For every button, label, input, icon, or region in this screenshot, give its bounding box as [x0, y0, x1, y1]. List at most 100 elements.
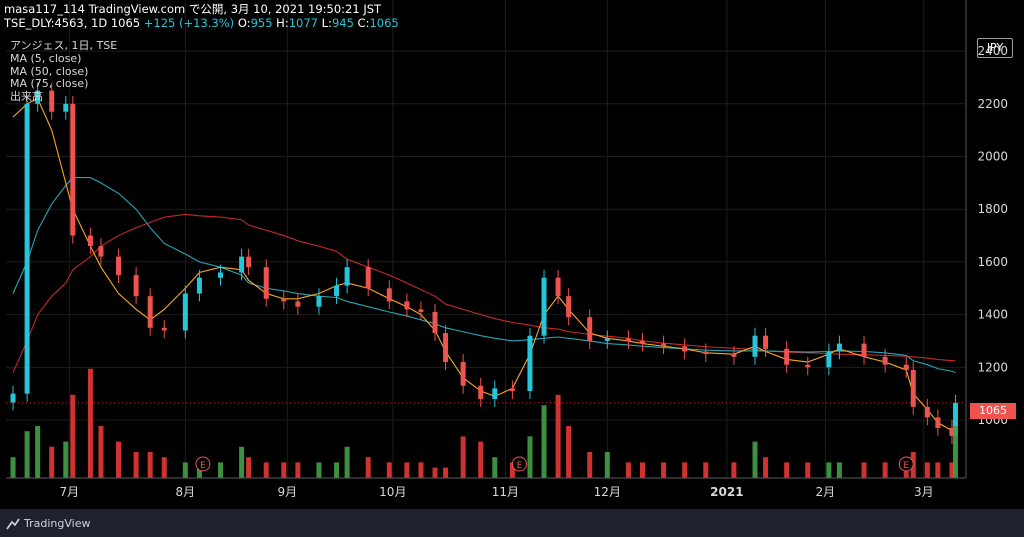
candle-body	[418, 309, 424, 312]
volume-bar	[492, 457, 498, 478]
volume-bar	[460, 436, 466, 478]
candle-body	[404, 301, 410, 310]
candle-body	[836, 343, 842, 352]
volume-bar	[861, 462, 867, 478]
currency-button[interactable]: JPY	[977, 38, 1013, 58]
volume-bar	[70, 394, 76, 478]
ohlc-readout: TSE_DLY:4563, 1D 1065 +125 (+13.3%) O:95…	[4, 16, 399, 30]
volume-bar	[882, 462, 888, 478]
last-price-tag: 1065	[970, 403, 1016, 419]
legend-ma5[interactable]: MA (5, close)	[10, 51, 82, 65]
legend-volume[interactable]: 出来高	[10, 90, 43, 104]
volume-bar	[133, 452, 139, 478]
candle-body	[935, 417, 941, 428]
candle-body	[587, 317, 593, 341]
candle-body	[682, 346, 688, 352]
candle-body	[639, 340, 645, 344]
volume-bar	[281, 462, 287, 478]
volume-bar	[263, 462, 269, 478]
volume-bar	[10, 457, 16, 478]
candle-body	[218, 272, 224, 278]
candle-body	[604, 338, 610, 341]
legend-ma75[interactable]: MA (75, close)	[10, 77, 89, 91]
footer-brand: TradingView	[24, 517, 91, 530]
volume-bar	[625, 462, 631, 478]
x-tick-label: 9月	[277, 485, 297, 499]
volume-bar	[63, 441, 69, 478]
candle-body	[35, 90, 41, 104]
candle-body	[731, 354, 737, 357]
y-tick-label: 2000	[977, 149, 1008, 163]
candle-body	[116, 256, 122, 276]
candle-body	[70, 103, 76, 236]
candle-body	[295, 301, 301, 307]
volume-bar	[826, 462, 832, 478]
x-tick-label: 7月	[59, 485, 79, 499]
volume-bar	[836, 462, 842, 478]
volume-bar	[344, 446, 350, 478]
candle-body	[263, 267, 269, 299]
candle-body	[805, 364, 811, 368]
candle-body	[246, 256, 252, 268]
tradingview-icon	[6, 518, 20, 529]
volume-bar	[682, 462, 688, 478]
footer-bar: TradingView	[0, 509, 1024, 537]
candle-body	[365, 267, 371, 289]
volume-bar	[555, 394, 561, 478]
y-tick-label: 2200	[977, 97, 1008, 111]
earnings-marker-glyph: E	[903, 461, 909, 471]
volume-bar	[246, 457, 252, 478]
candle-body	[763, 335, 769, 349]
candle-body	[541, 277, 547, 336]
y-tick-label: 1600	[977, 255, 1008, 269]
legend-ma50[interactable]: MA (50, close)	[10, 64, 89, 78]
volume-bar	[731, 462, 737, 478]
candle-body	[432, 311, 438, 334]
volume-bar	[703, 462, 709, 478]
candle-body	[703, 351, 709, 355]
volume-bar	[404, 462, 410, 478]
high-value: 1077	[288, 16, 318, 30]
y-tick-label: 1800	[977, 202, 1008, 216]
candle-body	[625, 338, 631, 341]
candle-body	[555, 277, 561, 297]
legend-symbol[interactable]: アンジェス, 1日, TSE	[10, 39, 118, 52]
y-tick-label: 2400	[977, 44, 1008, 58]
tradingview-logo[interactable]: TradingView	[6, 517, 90, 530]
candle-body	[443, 333, 449, 363]
candle-body	[334, 285, 340, 297]
candle-body	[24, 103, 30, 394]
close-value: 1065	[369, 16, 399, 30]
candle-body	[196, 277, 202, 294]
volume-bar	[218, 462, 224, 478]
earnings-marker-icon	[898, 456, 914, 472]
volume-bar	[98, 426, 104, 478]
candle-body	[161, 327, 167, 331]
candle-body	[460, 362, 466, 386]
candle-body	[87, 235, 93, 247]
volume-bar	[147, 452, 153, 478]
candle-body	[527, 335, 533, 392]
volume-bar	[587, 452, 593, 478]
candle-body	[661, 343, 667, 347]
candle-body	[882, 356, 888, 365]
candle-body	[316, 296, 322, 307]
x-tick-label: 8月	[176, 485, 196, 499]
candle-body	[903, 364, 909, 370]
x-tick-label: 12月	[594, 485, 621, 499]
x-tick-label: 3月	[914, 485, 934, 499]
x-tick-label: 10月	[379, 485, 406, 499]
volume-bar	[604, 452, 610, 478]
volume-bar	[365, 457, 371, 478]
candle-body	[924, 406, 930, 418]
indicator-legend[interactable]: アンジェス, 1日, TSE MA (5, close) MA (50, clo…	[10, 39, 118, 104]
volume-bar	[334, 462, 340, 478]
volume-bar	[49, 446, 55, 478]
volume-bar	[924, 462, 930, 478]
earnings-marker-glyph: E	[200, 461, 206, 471]
candle-body	[478, 385, 484, 399]
candle-body	[752, 335, 758, 357]
candle-body	[949, 427, 955, 436]
